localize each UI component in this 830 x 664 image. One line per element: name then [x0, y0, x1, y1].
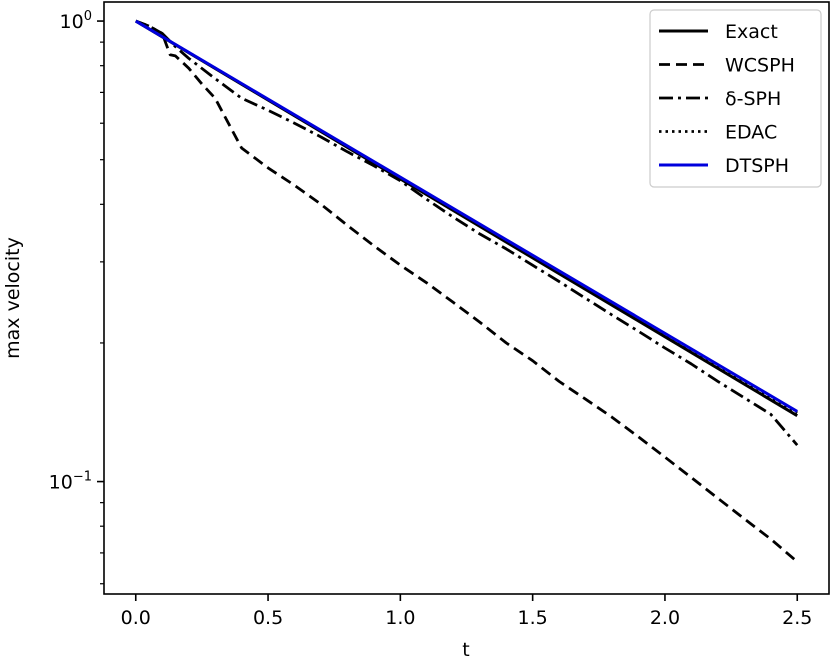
- series-line: [135, 19, 799, 447]
- legend-label: DTSPH: [725, 155, 789, 177]
- x-tick-label: 0.5: [253, 607, 283, 629]
- plot-frame: [103, 1, 830, 595]
- x-tick-label: 2.0: [650, 607, 680, 629]
- x-axis-label: t: [462, 639, 469, 661]
- legend-label: Exact: [725, 21, 778, 43]
- x-tick-label: 1.0: [385, 607, 415, 629]
- x-axis: 0.0 0.5 1.0 1.5 2.0 2.5: [121, 594, 812, 629]
- y-axis-label: max velocity: [2, 237, 24, 359]
- series-line: [135, 19, 798, 413]
- y-tick-label: 10−1: [49, 470, 92, 494]
- legend-label: EDAC: [725, 122, 777, 144]
- legend-label: δ-SPH: [725, 88, 781, 110]
- legend-frame: [649, 9, 822, 188]
- series-layer: [135, 19, 799, 563]
- y-axis: 100 10−1: [49, 9, 104, 585]
- legend: Exact WCSPH δ-SPH EDAC DTSPH: [649, 9, 822, 188]
- series-line: [135, 19, 799, 563]
- y-tick-label: 100: [60, 9, 92, 33]
- x-tick-label: 1.5: [518, 607, 548, 629]
- x-tick-label: 2.5: [782, 607, 812, 629]
- legend-label: WCSPH: [725, 55, 795, 77]
- x-tick-label: 0.0: [121, 607, 151, 629]
